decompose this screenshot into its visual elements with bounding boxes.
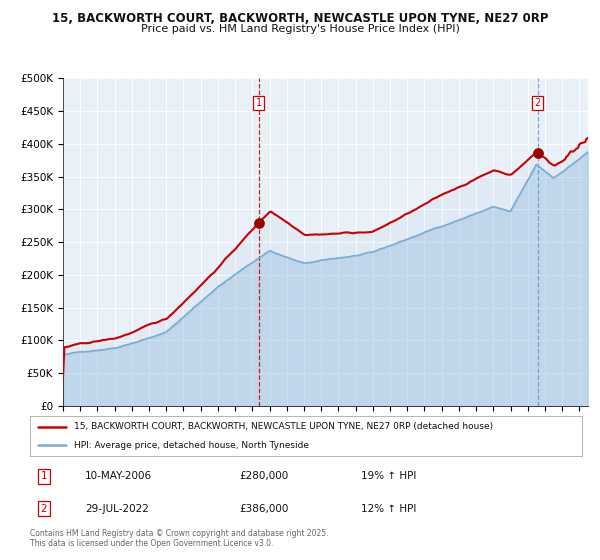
Text: 15, BACKWORTH COURT, BACKWORTH, NEWCASTLE UPON TYNE, NE27 0RP: 15, BACKWORTH COURT, BACKWORTH, NEWCASTL…: [52, 12, 548, 25]
Text: £386,000: £386,000: [240, 503, 289, 514]
Text: Contains HM Land Registry data © Crown copyright and database right 2025.
This d: Contains HM Land Registry data © Crown c…: [30, 529, 329, 548]
Text: 1: 1: [40, 472, 47, 482]
Text: £280,000: £280,000: [240, 472, 289, 482]
Text: 12% ↑ HPI: 12% ↑ HPI: [361, 503, 416, 514]
Text: 2: 2: [40, 503, 47, 514]
Text: 19% ↑ HPI: 19% ↑ HPI: [361, 472, 416, 482]
Text: 1: 1: [256, 99, 262, 108]
Text: HPI: Average price, detached house, North Tyneside: HPI: Average price, detached house, Nort…: [74, 441, 309, 450]
Text: 29-JUL-2022: 29-JUL-2022: [85, 503, 149, 514]
Text: Price paid vs. HM Land Registry's House Price Index (HPI): Price paid vs. HM Land Registry's House …: [140, 24, 460, 34]
Point: [533, 148, 542, 157]
Point: [254, 218, 263, 227]
Text: 15, BACKWORTH COURT, BACKWORTH, NEWCASTLE UPON TYNE, NE27 0RP (detached house): 15, BACKWORTH COURT, BACKWORTH, NEWCASTL…: [74, 422, 493, 431]
Text: 2: 2: [535, 99, 541, 108]
Text: 10-MAY-2006: 10-MAY-2006: [85, 472, 152, 482]
